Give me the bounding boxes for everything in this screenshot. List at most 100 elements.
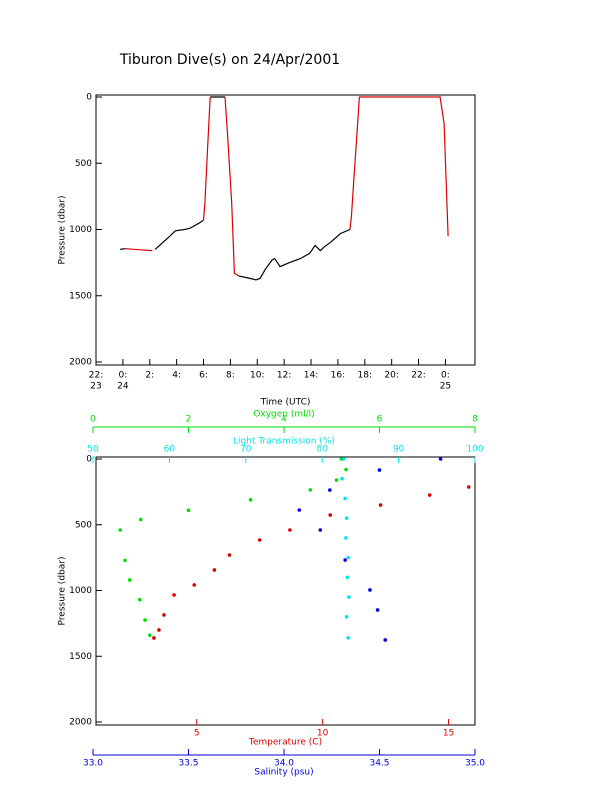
data-point	[340, 476, 344, 481]
x-tick-label: 2	[186, 415, 192, 425]
data-point	[212, 568, 217, 572]
x-tick-label: 8:	[226, 371, 235, 381]
x-tick-label: 22:	[411, 371, 425, 381]
y-axis-label: Pressure (dbar)	[58, 196, 68, 265]
x-tick-label: 100	[466, 445, 483, 455]
data-point	[347, 595, 351, 599]
y-tick-label: 2000	[69, 718, 92, 728]
data-point	[328, 488, 332, 492]
x-tick-date: 25	[440, 382, 451, 392]
data-point	[427, 493, 432, 497]
y-tick-label: 1000	[69, 586, 92, 596]
x-tick-label: 34.0	[274, 759, 294, 769]
x-tick-label: 33.0	[83, 759, 103, 769]
data-point	[344, 536, 348, 540]
data-point	[383, 638, 388, 642]
data-point	[227, 553, 232, 557]
data-point	[123, 558, 127, 563]
x-tick-label: 5	[194, 729, 200, 739]
x-axis-label: Temperature (C)	[248, 738, 322, 748]
y-tick-label: 500	[75, 520, 92, 530]
x-tick-label: 15	[443, 729, 454, 739]
data-point	[328, 513, 332, 517]
x-tick-label: 6:	[199, 371, 208, 381]
x-tick-label: 12:	[277, 371, 291, 381]
x-tick-label: 70	[240, 445, 252, 455]
y-tick-label: 0	[86, 93, 92, 103]
y-tick-label: 1000	[69, 225, 92, 235]
data-point	[143, 618, 147, 622]
data-point	[127, 578, 132, 582]
x-tick-label: 50	[87, 445, 99, 455]
data-point	[318, 528, 323, 532]
x-tick-label: 8	[472, 415, 478, 425]
data-point	[375, 608, 380, 612]
data-point	[345, 575, 350, 580]
x-tick-label: 20:	[384, 371, 398, 381]
y-axis-label: Pressure (dbar)	[58, 557, 68, 626]
x-tick-date: 23	[90, 382, 101, 392]
data-point	[192, 583, 197, 587]
data-point	[308, 488, 313, 492]
y-tick-label: 2000	[69, 358, 92, 368]
data-point	[157, 628, 161, 632]
x-tick-date: 24	[117, 382, 129, 392]
data-line	[120, 96, 351, 281]
x-tick-label: 0	[90, 415, 96, 425]
x-axis-label: Time (UTC)	[260, 398, 311, 408]
x-tick-label: 4:	[172, 371, 181, 381]
x-tick-label: 4	[281, 415, 287, 425]
data-point	[172, 593, 176, 597]
x-tick-label: 0:	[118, 371, 127, 381]
data-point	[344, 615, 349, 619]
data-point	[248, 497, 253, 502]
x-tick-label: 60	[164, 445, 176, 455]
data-point	[377, 468, 382, 472]
y-tick-label: 1500	[69, 652, 92, 662]
data-point	[152, 636, 156, 640]
data-point	[162, 613, 166, 617]
x-axis-label: Oxygen (ml/l)	[253, 410, 314, 420]
data-point	[438, 457, 443, 461]
data-point	[118, 528, 123, 532]
x-axis-label: Salinity (psu)	[254, 768, 313, 778]
data-point	[148, 633, 152, 638]
x-tick-label: 18:	[358, 371, 372, 381]
data-point	[346, 555, 350, 560]
data-point	[343, 496, 347, 501]
x-tick-label: 2:	[145, 371, 154, 381]
x-axis-label: Light Transmission (%)	[233, 437, 335, 447]
x-tick-label: 90	[393, 445, 405, 455]
plot-frame	[95, 94, 476, 366]
data-point	[344, 516, 349, 520]
x-tick-label: 6	[377, 415, 383, 425]
x-tick-label: 33.5	[178, 759, 198, 769]
y-tick-label: 500	[75, 159, 92, 169]
data-point	[344, 467, 348, 472]
x-tick-label: 14:	[304, 371, 318, 381]
data-point	[368, 588, 372, 592]
data-line	[125, 96, 449, 277]
data-point	[378, 503, 383, 507]
data-point	[288, 528, 292, 532]
x-tick-label: 0:	[441, 371, 450, 381]
x-tick-label: 16:	[331, 371, 345, 381]
data-point	[466, 485, 471, 489]
data-point	[257, 538, 262, 542]
y-tick-label: 1500	[69, 291, 92, 301]
plot-frame	[95, 456, 476, 726]
x-tick-label: 10	[317, 729, 329, 739]
data-point	[297, 508, 302, 512]
x-tick-label: 34.5	[369, 759, 389, 769]
x-tick-label: 22:	[89, 371, 103, 381]
data-point	[334, 478, 339, 482]
data-point	[186, 508, 191, 513]
x-tick-label: 35.0	[465, 759, 485, 769]
data-point	[343, 558, 347, 562]
data-point	[138, 517, 143, 522]
data-point	[341, 457, 346, 461]
data-point	[346, 636, 350, 640]
chart-title: Tiburon Dive(s) on 24/Apr/2001	[119, 52, 340, 68]
x-tick-label: 80	[316, 445, 328, 455]
